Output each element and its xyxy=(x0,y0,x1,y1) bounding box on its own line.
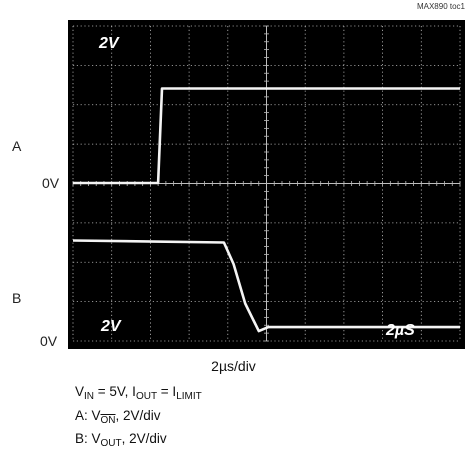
channel-b-label: B xyxy=(12,290,22,306)
caption-line-channel-a: A: VON, 2V/div xyxy=(75,407,161,426)
caption-line-channel-b: B: VOUT, 2V/div xyxy=(75,431,167,449)
scope-traces xyxy=(72,87,460,333)
trace-channel-b xyxy=(72,239,460,333)
scope-annotation-time-scale: 2µS xyxy=(385,322,415,339)
caption-line-conditions: VIN = 5V, IOUT = ILIMIT xyxy=(75,384,202,402)
figure-id: MAX890 toc1 xyxy=(416,2,465,11)
scope-annotation-b-scale: 2V xyxy=(100,318,122,335)
trace-channel-a xyxy=(73,87,460,185)
caption: VIN = 5V, IOUT = ILIMIT A: VON, 2V/div B… xyxy=(75,383,202,454)
channel-a-zero-label: 0V xyxy=(42,175,60,191)
time-per-division-label: 2µs/div xyxy=(211,358,256,374)
channel-a-label: A xyxy=(12,138,22,154)
channel-b-zero-label: 0V xyxy=(40,333,58,349)
scope-grid xyxy=(72,25,461,342)
scope-annotation-a-scale: 2V xyxy=(98,35,120,52)
oscilloscope-screen: 2V 2V 2µS xyxy=(68,20,465,349)
